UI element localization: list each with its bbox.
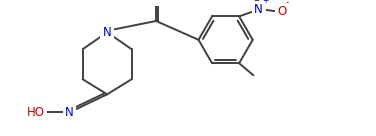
Text: N: N xyxy=(103,26,112,39)
Text: N: N xyxy=(254,3,263,16)
Text: N: N xyxy=(65,106,74,119)
Text: HO: HO xyxy=(27,106,45,119)
Text: -: - xyxy=(286,0,289,7)
Text: O: O xyxy=(277,5,287,18)
Text: O: O xyxy=(152,0,161,3)
Text: +: + xyxy=(262,0,268,5)
